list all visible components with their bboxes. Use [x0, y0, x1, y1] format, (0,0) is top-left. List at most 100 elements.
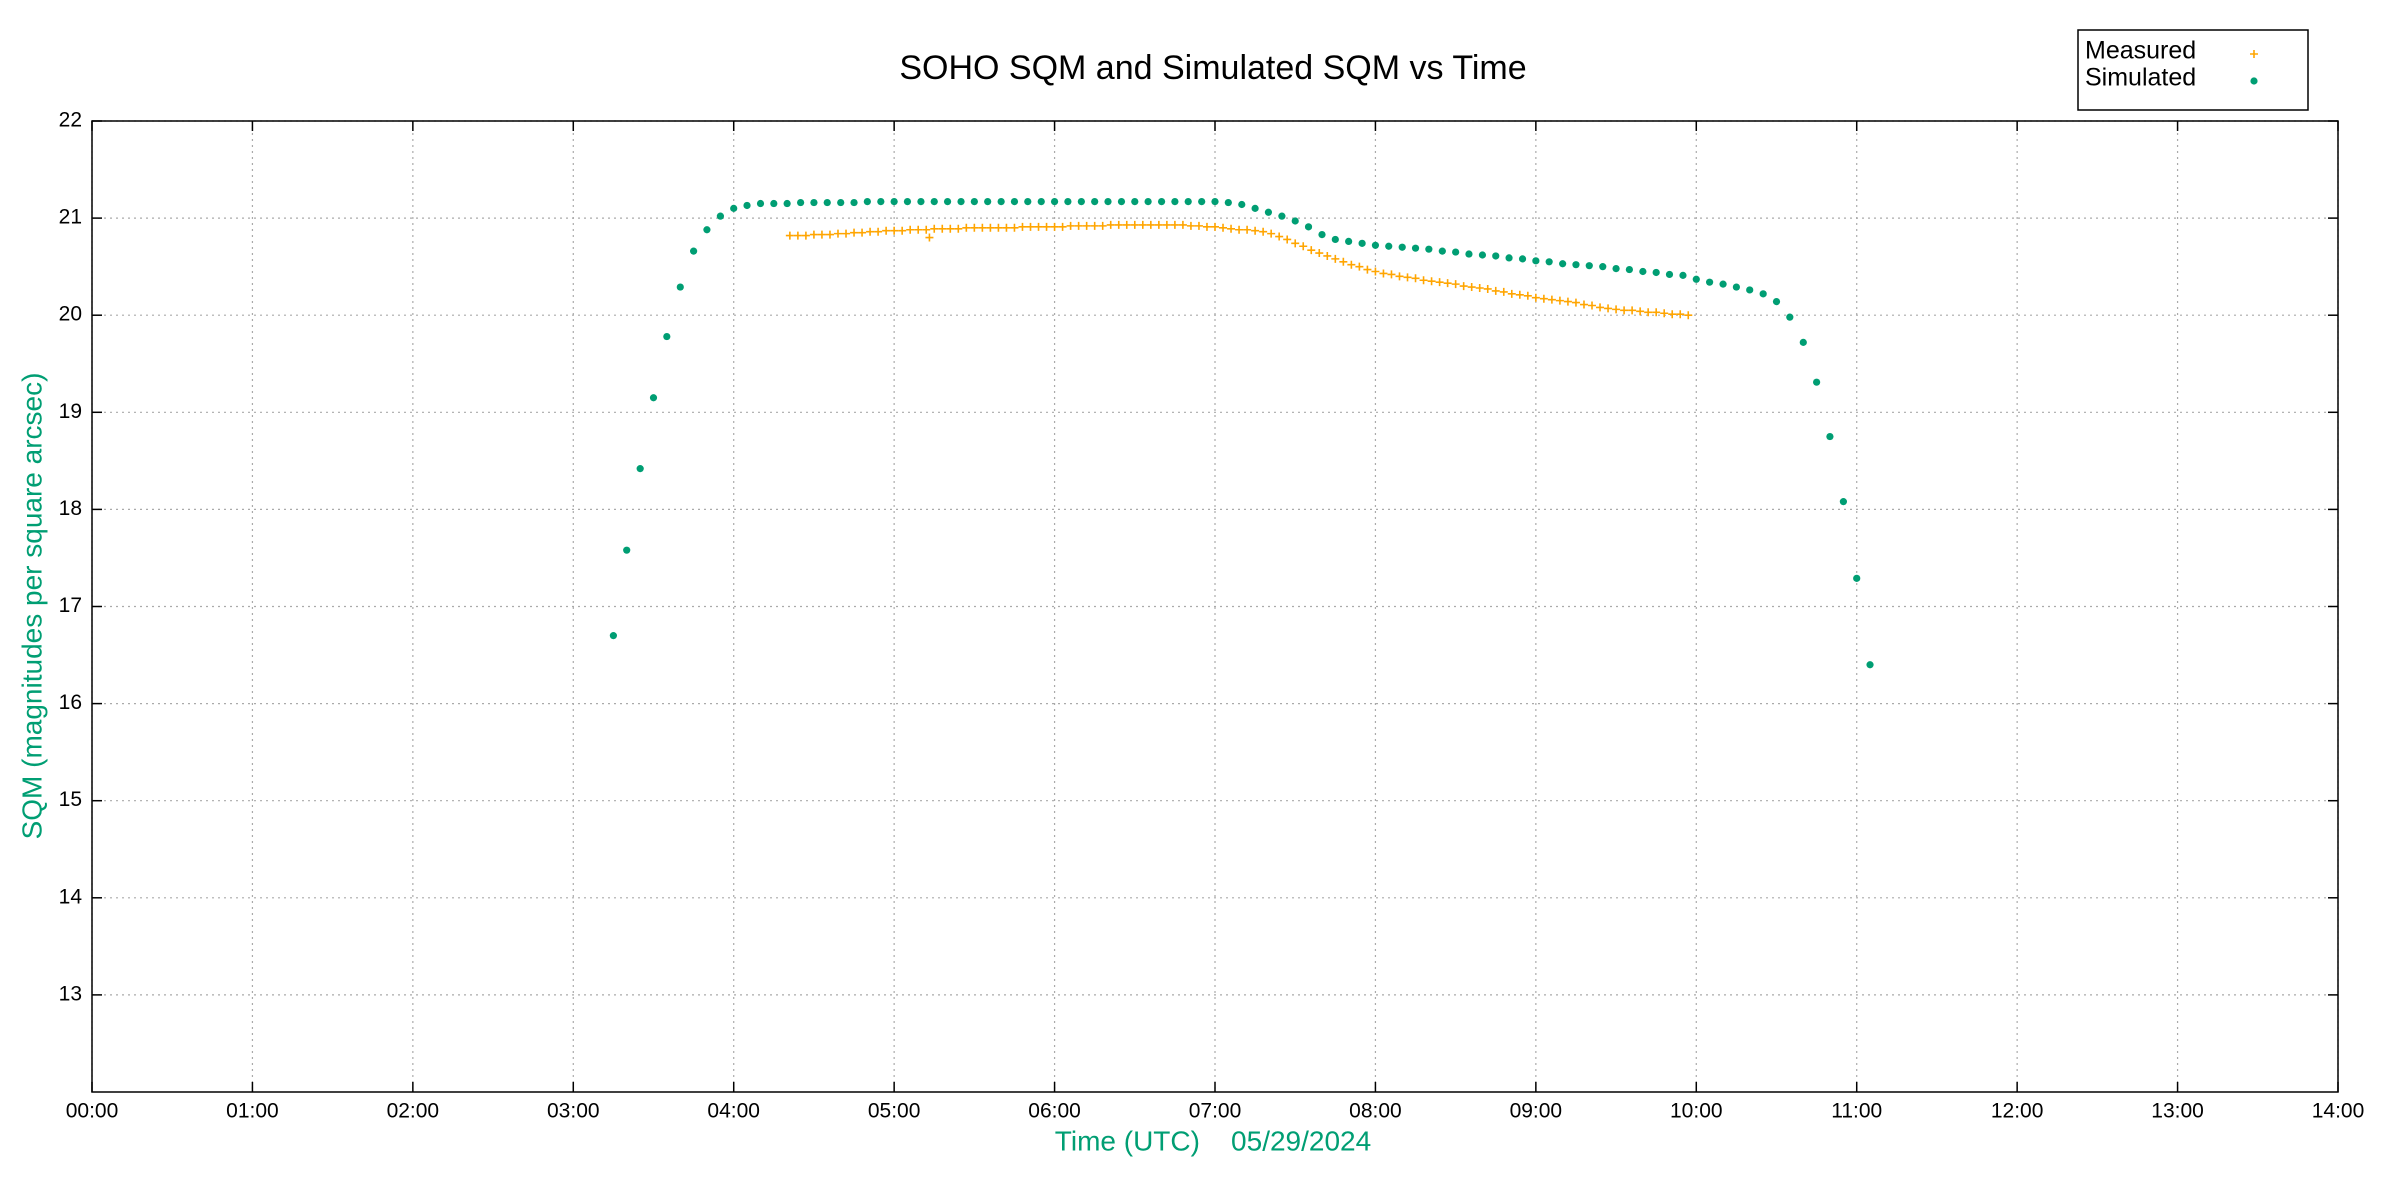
- x-tick-label: 00:00: [66, 1100, 119, 1123]
- simulated-point: [1264, 208, 1273, 216]
- x-tick-label: 13:00: [2151, 1100, 2204, 1123]
- measured-point: [962, 223, 971, 232]
- simulated-point: [1866, 661, 1874, 669]
- simulated-point: [1304, 223, 1313, 231]
- x-tick-label: 14:00: [2312, 1100, 2365, 1123]
- simulated-point: [1518, 255, 1527, 263]
- measured-point: [906, 225, 915, 234]
- y-tick-label: 21: [59, 206, 82, 229]
- measured-point: [1243, 225, 1252, 234]
- measured-point: [825, 230, 834, 239]
- measured-point: [1644, 308, 1653, 317]
- measured-point: [1259, 227, 1268, 236]
- measured-point: [1363, 265, 1372, 274]
- x-tick-label: 06:00: [1028, 1100, 1081, 1123]
- measured-point: [1676, 310, 1685, 319]
- simulated-point: [1037, 197, 1045, 206]
- measured-point: [1652, 308, 1661, 317]
- simulated-point: [1799, 338, 1807, 346]
- simulated-point: [1719, 280, 1727, 288]
- simulated-point: [676, 283, 684, 291]
- measured-point: [1211, 222, 1219, 231]
- measured-point: [842, 229, 851, 238]
- simulated-point: [1131, 197, 1139, 206]
- x-tick-label: 09:00: [1510, 1100, 1563, 1123]
- simulated-point: [1024, 197, 1032, 206]
- simulated-point: [1358, 239, 1366, 247]
- simulated-point: [1050, 197, 1059, 206]
- simulated-point: [1665, 270, 1674, 279]
- plot-marks: [609, 197, 1874, 669]
- simulated-point: [917, 197, 925, 206]
- simulated-point: [609, 632, 617, 640]
- measured-point: [1604, 304, 1613, 313]
- measured-point: [874, 227, 883, 236]
- measured-point: [1475, 284, 1484, 293]
- y-tick-label: 16: [59, 691, 82, 714]
- simulated-point: [1452, 248, 1460, 256]
- simulated-point: [1572, 261, 1580, 269]
- simulated-point: [1853, 574, 1861, 582]
- measured-point: [1411, 274, 1420, 283]
- plot-frame: [91, 120, 2339, 1093]
- measured-point: [1491, 286, 1500, 295]
- simulated-point: [1772, 298, 1781, 306]
- measured-point: [1571, 298, 1580, 307]
- measured-point: [1443, 279, 1452, 288]
- measured-point: [1058, 222, 1067, 231]
- measured-point: [1339, 257, 1348, 266]
- simulated-point: [1599, 263, 1607, 271]
- measured-point: [1082, 221, 1091, 230]
- measured-point: [1034, 222, 1043, 231]
- measured-point: [1403, 273, 1412, 282]
- measured-point: [1531, 293, 1540, 302]
- y-tick-label: 20: [59, 303, 82, 326]
- simulated-point: [1465, 250, 1473, 258]
- measured-point: [1114, 220, 1123, 229]
- simulated-point: [1211, 197, 1219, 206]
- measured-point: [978, 223, 987, 232]
- simulated-point: [743, 201, 751, 210]
- measured-point: [890, 226, 899, 235]
- measured-point: [1275, 232, 1284, 241]
- measured-point: [1251, 226, 1260, 235]
- measured-point: [858, 228, 867, 237]
- measured-point: [1499, 287, 1508, 296]
- x-tick-label: 03:00: [547, 1100, 600, 1123]
- simulated-point: [1371, 241, 1380, 249]
- measured-point: [1331, 254, 1340, 263]
- measured-point: [1307, 246, 1316, 255]
- simulated-point: [1291, 217, 1299, 225]
- simulated-point: [1385, 242, 1393, 250]
- measured-point: [1323, 251, 1332, 260]
- simulated-point: [1652, 268, 1660, 277]
- measured-point: [1122, 220, 1131, 229]
- measured-point: [1162, 220, 1171, 229]
- measured-point: [1612, 305, 1621, 314]
- simulated-point: [1171, 197, 1179, 206]
- measured-point: [1563, 297, 1572, 306]
- y-tick-label: 14: [59, 885, 83, 908]
- x-tick-label: 05:00: [868, 1100, 921, 1123]
- simulated-point: [1826, 432, 1834, 441]
- simulated-point: [1585, 262, 1593, 270]
- simulated-point: [623, 546, 631, 554]
- simulated-point: [1532, 257, 1540, 265]
- measured-point: [930, 224, 939, 233]
- simulated-point: [1438, 247, 1446, 255]
- measured-point: [1010, 223, 1019, 232]
- simulated-point: [997, 197, 1005, 206]
- measured-point: [1515, 290, 1524, 299]
- simulated-point: [1545, 258, 1553, 266]
- measured-point: [1186, 221, 1195, 230]
- simulated-point: [943, 197, 952, 206]
- y-tick-label: 19: [59, 400, 82, 423]
- measured-point: [1347, 260, 1356, 269]
- simulated-point: [1732, 283, 1740, 291]
- measured-point: [938, 224, 947, 233]
- measured-point: [1235, 225, 1244, 234]
- simulated-point: [1318, 231, 1326, 239]
- chart-title: SOHO SQM and Simulated SQM vs Time: [899, 49, 1526, 87]
- simulated-point: [970, 197, 978, 206]
